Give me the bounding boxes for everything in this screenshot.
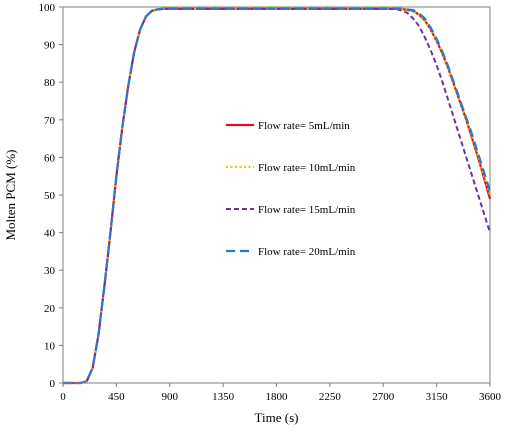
x-axis-title: Time (s) [255,410,299,425]
x-tick-label: 1800 [266,391,289,403]
plot-frame [62,6,491,384]
y-tick-label: 20 [44,303,56,315]
series-lines [63,7,492,385]
series-line-2 [63,7,492,385]
axes: 0 450 900 1350 1800 2250 2700 3150 3600 0 10 20 30 40… [39,2,502,403]
x-tick-label: 3150 [426,391,449,403]
y-tick-label: 90 [44,40,56,52]
legend: Flow rate= 5mL/min Flow rate= 10mL/min Flo… [226,120,356,258]
y-tick-label: 50 [44,190,56,202]
x-tick-label: 1350 [212,391,235,403]
y-tick-label: 10 [44,340,56,352]
x-tick-label: 2250 [319,391,342,403]
y-tick-label: 0 [50,378,56,390]
y-tick-label: 100 [39,2,56,14]
y-tick-label: 70 [44,115,56,127]
legend-label-1: Flow rate= 5mL/min [258,120,350,132]
y-tick-label: 60 [44,152,56,164]
y-axis-title: Molten PCM (%) [3,150,18,241]
x-tick-label: 2700 [372,391,395,403]
legend-label-2: Flow rate= 10mL/min [258,162,356,174]
y-tick-label: 30 [44,265,56,277]
x-tick-label: 900 [162,391,179,403]
legend-label-3: Flow rate= 15mL/min [258,204,356,216]
legend-label-4: Flow rate= 20mL/min [258,246,356,258]
x-tick-label: 3600 [479,391,502,403]
y-tick-label: 40 [44,228,56,240]
x-tick-label: 450 [108,391,125,403]
series-line-3 [63,7,491,384]
y-tick-label: 80 [44,77,56,89]
x-tick-label: 0 [60,391,66,403]
plot-area [62,6,491,384]
